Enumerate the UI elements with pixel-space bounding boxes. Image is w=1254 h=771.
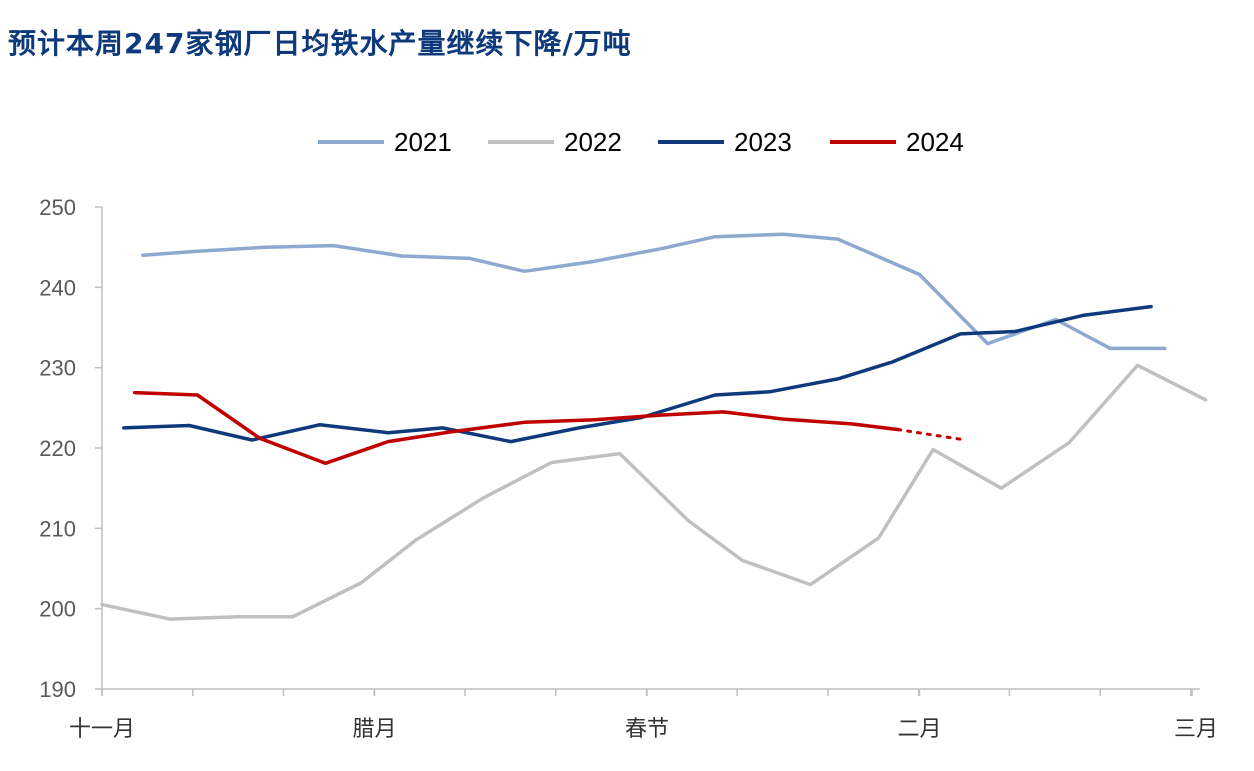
series-line-2022 [100,363,1208,621]
x-tick-label: 腊月 [352,717,396,742]
x-tick-label: 十一月 [69,717,135,742]
chart-axes: 190 200 210 220 230 240 250 十一月 腊月 春节 二月 三月 [39,195,1218,742]
chart-series [100,232,1208,621]
y-tick-label: 190 [39,677,76,702]
y-tick-label: 210 [39,516,76,541]
legend-label-2022: 2022 [564,127,622,157]
x-tick-label: 三月 [1174,717,1218,742]
forecast-line-2024 [896,428,962,441]
legend-label-2023: 2023 [734,127,792,157]
series-line-2021 [141,232,1167,351]
legend-label-2024: 2024 [906,127,964,157]
legend-label-2021: 2021 [394,127,452,157]
x-tick-label: 春节 [625,717,669,742]
y-tick-label: 220 [39,436,76,461]
series-line-2024 [132,390,900,466]
y-tick-label: 230 [39,356,76,381]
y-tick-label: 240 [39,275,76,300]
chart-title: 预计本周247家钢厂日均铁水产量继续下降/万吨 [8,27,632,60]
chart-legend: 2021 2022 2023 2024 [318,127,964,157]
y-tick-label: 250 [39,195,76,220]
x-tick-label: 二月 [897,717,941,742]
y-tick-label: 200 [39,597,76,622]
series-line-2023 [122,304,1153,444]
